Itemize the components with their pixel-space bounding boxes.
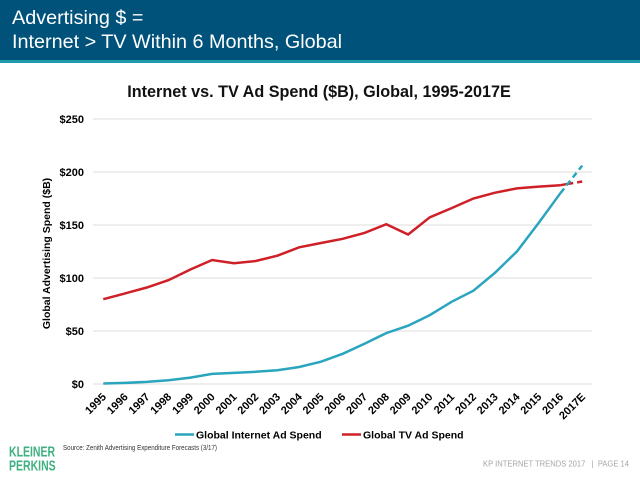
svg-text:$100: $100 bbox=[60, 273, 84, 285]
svg-text:2001: 2001 bbox=[214, 391, 240, 417]
svg-text:2000: 2000 bbox=[192, 391, 218, 417]
svg-text:2010: 2010 bbox=[410, 391, 436, 417]
svg-text:2004: 2004 bbox=[279, 391, 305, 417]
svg-text:2007: 2007 bbox=[344, 391, 370, 417]
svg-text:2015: 2015 bbox=[519, 391, 545, 417]
svg-text:1997: 1997 bbox=[127, 391, 153, 417]
svg-text:KLEINER: KLEINER bbox=[9, 443, 56, 460]
svg-text:$200: $200 bbox=[60, 167, 84, 179]
svg-text:Source: Zenith Advertising Exp: Source: Zenith Advertising Expenditure F… bbox=[63, 445, 217, 452]
svg-text:2011: 2011 bbox=[432, 391, 457, 416]
svg-text:1995: 1995 bbox=[83, 391, 109, 417]
svg-text:2009: 2009 bbox=[388, 391, 414, 417]
svg-text:$150: $150 bbox=[60, 220, 84, 232]
svg-text:Internet vs. TV Ad Spend ($B),: Internet vs. TV Ad Spend ($B), Global, 1… bbox=[127, 83, 511, 101]
svg-text:2002: 2002 bbox=[236, 391, 262, 417]
svg-text:Global TV Ad Spend: Global TV Ad Spend bbox=[363, 430, 464, 442]
svg-text:2012: 2012 bbox=[453, 391, 479, 417]
svg-text:2006: 2006 bbox=[323, 391, 349, 417]
svg-text:$50: $50 bbox=[66, 326, 84, 338]
svg-text:Global Advertising Spend ($B): Global Advertising Spend ($B) bbox=[41, 178, 53, 329]
svg-text:Global Internet Ad Spend: Global Internet Ad Spend bbox=[196, 430, 322, 442]
svg-text:$250: $250 bbox=[60, 114, 84, 126]
svg-text:$0: $0 bbox=[72, 379, 84, 391]
svg-text:2008: 2008 bbox=[366, 391, 392, 417]
svg-text:2003: 2003 bbox=[257, 391, 283, 417]
svg-text:2013: 2013 bbox=[475, 391, 501, 417]
svg-text:PERKINS: PERKINS bbox=[9, 457, 56, 474]
svg-text:1999: 1999 bbox=[170, 391, 196, 417]
svg-text:2005: 2005 bbox=[301, 391, 327, 417]
svg-text:1998: 1998 bbox=[148, 391, 174, 417]
svg-text:1996: 1996 bbox=[105, 391, 131, 417]
svg-text:2014: 2014 bbox=[497, 391, 523, 417]
svg-text:KP INTERNET TRENDS 2017 | P: KP INTERNET TRENDS 2017 | PAGE 14 bbox=[483, 460, 630, 469]
